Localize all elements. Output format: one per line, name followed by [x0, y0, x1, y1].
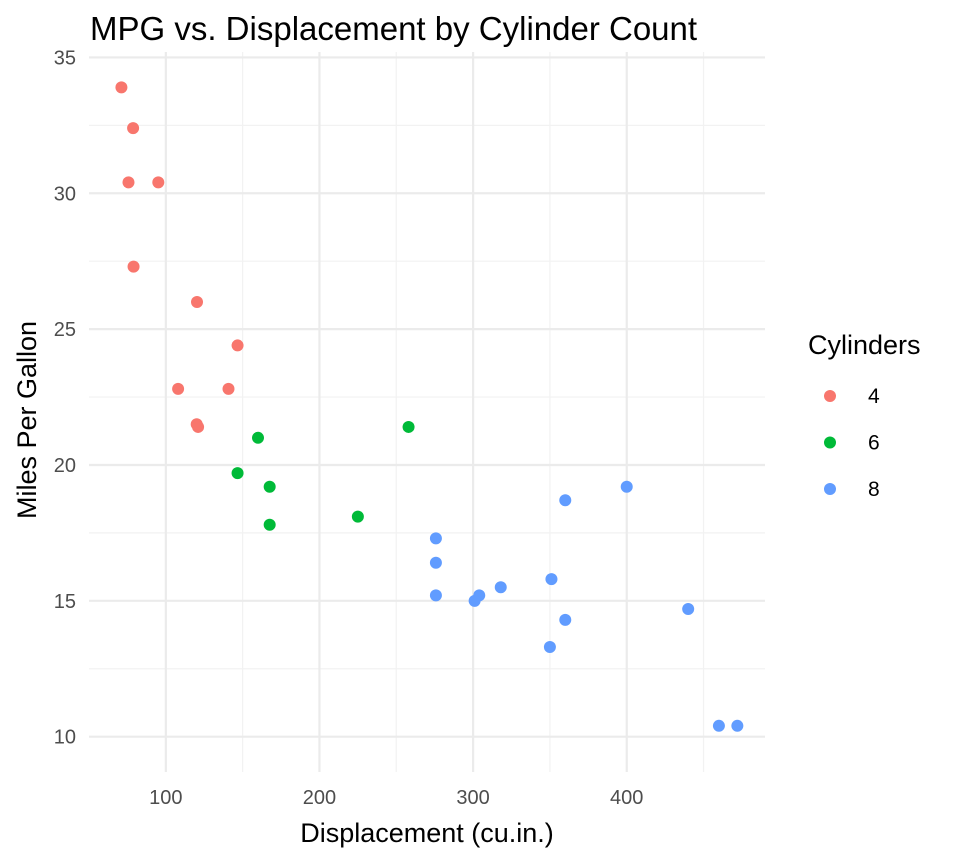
- data-point-cyl-8: [712, 719, 725, 732]
- data-point-cyl-4: [231, 339, 244, 352]
- y-axis-title: Miles Per Gallon: [12, 321, 42, 519]
- x-tick-label: 100: [149, 787, 182, 809]
- data-point-cyl-6: [263, 518, 276, 531]
- data-point-cyl-4: [191, 295, 204, 308]
- chart-title: MPG vs. Displacement by Cylinder Count: [90, 10, 697, 47]
- x-axis-title: Displacement (cu.in.): [300, 818, 554, 848]
- y-tick-label: 35: [54, 47, 76, 69]
- legend-title: Cylinders: [808, 330, 921, 360]
- y-tick-label: 25: [54, 319, 76, 341]
- legend-key-cyl-4: [824, 390, 836, 402]
- data-point-cyl-4: [122, 176, 135, 189]
- data-point-cyl-4: [127, 260, 140, 273]
- data-point-cyl-8: [559, 613, 572, 626]
- legend: Cylinders 4 6 8: [808, 330, 921, 501]
- data-point-cyl-8: [620, 480, 633, 493]
- data-point-cyl-8: [429, 589, 442, 602]
- data-point-cyl-6: [351, 510, 364, 523]
- data-point-cyl-8: [429, 532, 442, 545]
- y-tick-label: 10: [54, 727, 76, 749]
- legend-label-cyl-4: 4: [868, 385, 880, 408]
- y-tick-labels: 10 15 20 25 30 35: [54, 47, 76, 748]
- data-point-cyl-6: [402, 420, 415, 433]
- x-tick-label: 300: [456, 787, 489, 809]
- data-point-cyl-4: [192, 420, 205, 433]
- data-point-cyl-8: [494, 581, 507, 594]
- x-tick-label: 400: [610, 787, 643, 809]
- data-point-cyl-4: [115, 81, 128, 94]
- grid: [89, 52, 765, 772]
- data-point-cyl-8: [682, 602, 695, 615]
- data-point-cyl-4: [152, 176, 165, 189]
- legend-key-cyl-6: [824, 436, 836, 449]
- legend-label-cyl-6: 6: [868, 432, 880, 455]
- data-point-cyl-4: [127, 122, 140, 135]
- data-points: [115, 81, 744, 732]
- data-point-cyl-8: [731, 719, 744, 732]
- y-tick-label: 30: [54, 183, 76, 205]
- data-point-cyl-8: [559, 494, 572, 507]
- y-tick-label: 15: [54, 591, 76, 613]
- data-point-cyl-4: [222, 382, 235, 395]
- legend-label-cyl-8: 8: [868, 478, 880, 501]
- x-tick-label: 200: [303, 787, 336, 809]
- data-point-cyl-8: [429, 556, 442, 569]
- data-point-cyl-6: [231, 467, 244, 480]
- data-point-cyl-4: [172, 382, 185, 395]
- data-point-cyl-6: [252, 431, 264, 444]
- data-point-cyl-6: [263, 480, 276, 493]
- y-tick-label: 20: [54, 455, 76, 477]
- x-tick-labels: 100 200 300 400: [149, 787, 643, 809]
- data-point-cyl-8: [468, 594, 481, 607]
- legend-key-cyl-8: [824, 483, 836, 495]
- data-point-cyl-8: [545, 573, 558, 586]
- data-point-cyl-8: [543, 641, 556, 654]
